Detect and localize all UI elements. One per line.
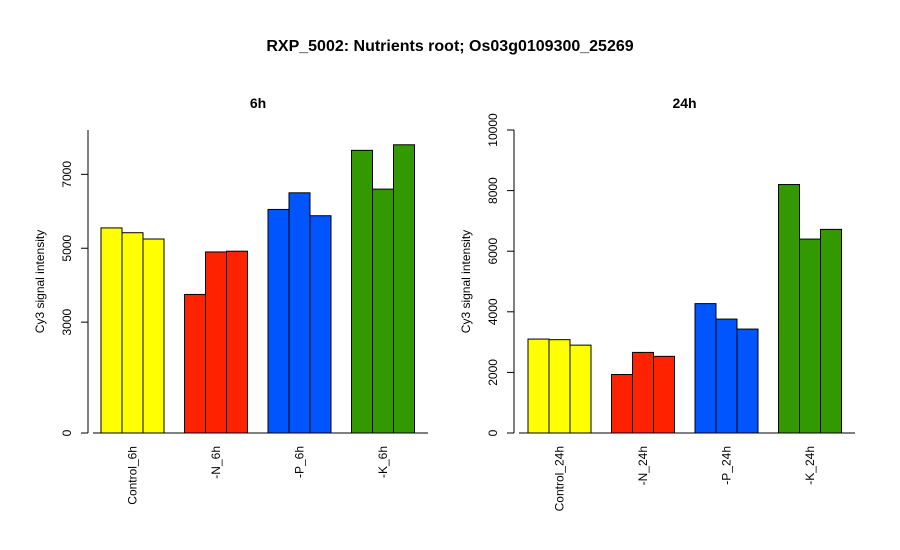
- panel-2-y-tick-label: 8000: [486, 177, 500, 204]
- panel-1-bar-Control_6h-2: [121, 232, 144, 434]
- panel-2-y-tick-label: 4000: [486, 298, 500, 325]
- panel-2-y-tick-label: 10000: [486, 113, 500, 147]
- panel-1-bar--N_6h-2: [205, 251, 227, 434]
- panel-1-category-label: -K_6h: [376, 446, 390, 478]
- panel-2-bar--P_24h-2: [715, 318, 738, 434]
- panel-1-category-label: -P_6h: [293, 446, 307, 478]
- panel-2-bar--N_24h-2: [632, 351, 654, 434]
- panel-1-bar--P_6h-1: [267, 208, 290, 434]
- panel-1-bar--N_6h-3: [226, 250, 248, 434]
- panel-2-bar-Control_24h-2: [548, 339, 571, 434]
- panel-1-y-tick-label: 5000: [60, 235, 74, 262]
- panel-2-y-tick-label: 0: [486, 429, 500, 436]
- panel-2-bar--K_24h-1: [778, 184, 800, 434]
- panel-2-category-label: -P_24h: [720, 446, 734, 485]
- panel-2-y-tick-label: 2000: [486, 359, 500, 386]
- panel-1-y-tick-label: 3000: [60, 308, 74, 335]
- panel-1-y-axis-title: Cy3 signal intensity: [33, 230, 47, 333]
- panel-2-category-label: -N_24h: [636, 446, 650, 485]
- panel-2-y-tick-label: 6000: [486, 238, 500, 265]
- panel-1-y-tick-label: 7000: [60, 161, 74, 188]
- panel-2-bar--N_24h-3: [653, 355, 675, 434]
- panel-1-title: 6h: [250, 95, 266, 111]
- panel-2-title: 24h: [672, 95, 696, 111]
- panel-1-y-tick-label: 0: [60, 429, 74, 436]
- panel-2-y-axis-title: Cy3 signal intensity: [459, 230, 473, 333]
- panel-2-category-label: Control_24h: [553, 446, 567, 511]
- panel-2-bar--P_24h-1: [694, 303, 717, 434]
- panel-1-bar--K_6h-2: [372, 188, 394, 434]
- panel-1-category-label: Control_6h: [126, 446, 140, 505]
- panel-1-bar-Control_6h-3: [142, 238, 165, 434]
- panel-1-bar--N_6h-1: [184, 293, 206, 434]
- panel-1-bar--P_6h-2: [288, 192, 311, 434]
- panel-2-category-label: -K_24h: [803, 446, 817, 485]
- panel-2-bar--K_24h-2: [799, 238, 821, 434]
- panel-1-bar--K_6h-1: [351, 149, 373, 434]
- figure-title: RXP_5002: Nutrients root; Os03g0109300_2…: [266, 38, 634, 55]
- panel-2-bar-Control_24h-1: [527, 338, 550, 434]
- panel-1-bar--P_6h-3: [309, 215, 332, 434]
- panel-1-category-label: -N_6h: [209, 446, 223, 479]
- panel-1-bar--K_6h-3: [393, 144, 415, 434]
- panel-1-bar-Control_6h-1: [100, 227, 123, 434]
- panel-2-bar--N_24h-1: [611, 374, 633, 434]
- panel-2-bar--K_24h-3: [820, 228, 842, 434]
- panel-2-bar--P_24h-3: [736, 328, 759, 434]
- panel-2-bar-Control_24h-3: [569, 344, 592, 434]
